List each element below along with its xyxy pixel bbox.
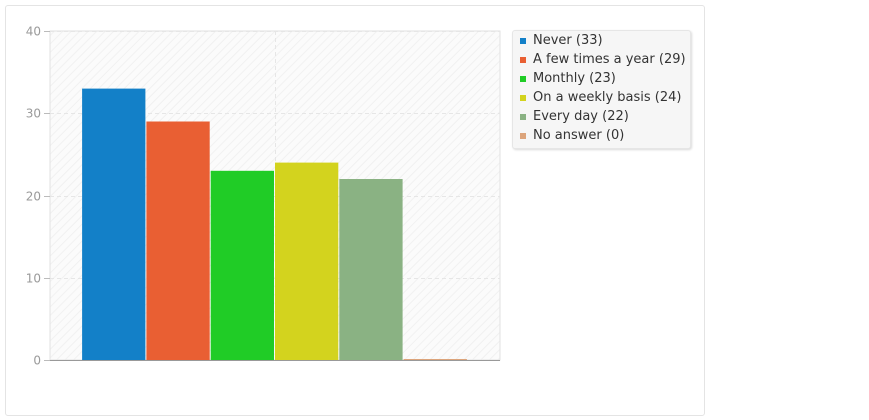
legend-swatch	[520, 38, 526, 44]
bars	[82, 88, 467, 361]
bar[interactable]	[275, 162, 339, 360]
y-axis: 0 10 20 30 40	[26, 25, 500, 368]
legend-label: Never (33)	[533, 33, 603, 48]
legend-label: Every day (22)	[533, 109, 629, 124]
legend-label: A few times a year (29)	[533, 52, 686, 67]
legend-label: Monthly (23)	[533, 71, 616, 86]
legend-swatch	[520, 76, 526, 82]
legend-item[interactable]: A few times a year (29)	[513, 51, 690, 70]
legend-swatch	[520, 95, 526, 101]
legend: Never (33) A few times a year (29) Monthly…	[512, 30, 691, 149]
y-tick-label: 20	[26, 190, 41, 204]
y-tick-label: 40	[26, 25, 41, 39]
bar[interactable]	[210, 170, 274, 360]
legend-swatch	[520, 114, 526, 120]
bar[interactable]	[339, 179, 403, 360]
legend-swatch	[520, 57, 526, 63]
legend-item[interactable]: No answer (0)	[513, 127, 690, 146]
legend-label: On a weekly basis (24)	[533, 90, 682, 105]
bar[interactable]	[403, 359, 467, 360]
bar[interactable]	[82, 88, 146, 360]
y-tick-label: 10	[26, 272, 41, 286]
legend-label: No answer (0)	[533, 128, 625, 143]
legend-swatch	[520, 133, 526, 139]
y-tick-label: 0	[33, 354, 41, 368]
legend-item[interactable]: Never (33)	[513, 32, 690, 51]
legend-item[interactable]: Monthly (23)	[513, 70, 690, 89]
legend-item[interactable]: On a weekly basis (24)	[513, 89, 690, 108]
legend-item[interactable]: Every day (22)	[513, 108, 690, 127]
bar[interactable]	[146, 121, 210, 361]
y-tick-label: 30	[26, 107, 41, 121]
